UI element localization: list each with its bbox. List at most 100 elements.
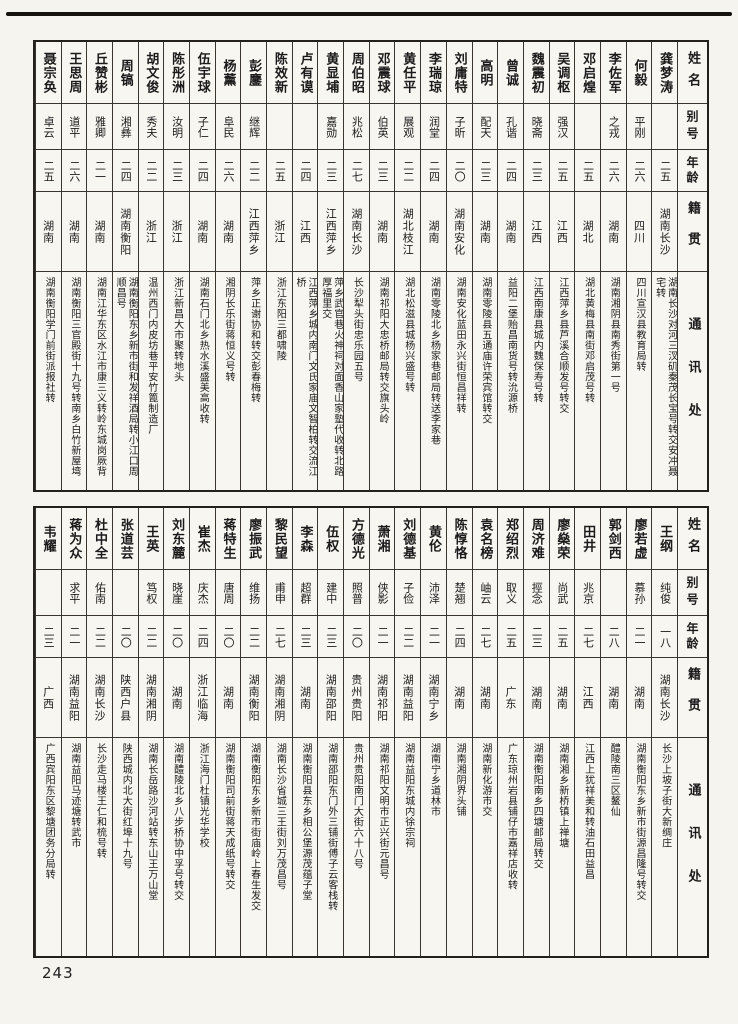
person-age: 二五 [549, 150, 575, 192]
person-alias: 挳念 [523, 570, 549, 616]
person-address: 湖北黄梅县南街邓启茂号转 [582, 277, 594, 403]
person-alias: 笃权 [138, 570, 164, 616]
person-age: 二四 [421, 150, 446, 192]
person-native: 湖南 [498, 192, 523, 272]
person-age: 二七 [344, 150, 369, 192]
person-native: 广西 [35, 658, 61, 738]
person-address: 湖南祁阳大忠桥邮局转交旗头岭 [377, 277, 389, 424]
person-age: 二一 [421, 616, 446, 658]
person-address: 湖南零陵北乡杨家巷邮局转送李家巷 [428, 277, 440, 445]
person-native: 湖南长沙 [652, 192, 677, 272]
person-age: 二六 [215, 150, 241, 192]
person-column-0-0: 龚梦涛 二五 湖南长沙 湖南长沙对河三汊矶秦茂长宝号转交安冲聂宅转 [651, 42, 677, 490]
person-column-1-16: 廖振武 维扬 二二 湖南衡阳 湖南衡阳东乡新市街庙岭上春生发交 [240, 508, 266, 956]
person-native: 江西萍乡 [241, 192, 266, 272]
row-header-age: 年龄 [678, 150, 707, 192]
person-age: 二〇 [164, 616, 189, 658]
person-column-0-11: 邓震球 伯英 二三 湖南 湖南祁阳大忠桥邮局转交旗头岭 [368, 42, 395, 490]
person-address: 温州西门内皮坊巷平安竹篦制造厂 [145, 277, 157, 435]
person-alias: 子俭 [395, 570, 421, 616]
person-column-1-8: 陈惇恪 楚翘 二四 湖南 湖南湘阴界头铺 [445, 508, 472, 956]
person-column-0-21: 周镐 湘彝 二四 湖南衡阳 湖南衡阳东乡新市街和发祥酒局转小江口周顺昌号 [111, 42, 138, 490]
person-alias [35, 570, 61, 616]
person-age: 二一 [369, 616, 395, 658]
person-address: 湖南新化游市交 [479, 743, 491, 817]
person-alias: 庆杰 [189, 570, 215, 616]
person-column-1-2: 郭剑西 二八 湖南 醴陵南三区鳌仙 [599, 508, 626, 956]
person-alias: 嘉勋 [318, 104, 344, 150]
person-alias: 侠影 [369, 570, 395, 616]
person-alias: 展观 [395, 104, 421, 150]
person-age: 二三 [472, 150, 498, 192]
person-column-0-22: 丘赞彬 雅卿 二一 湖南 湖南江华东区水江市康三义转岭东城岗厥背 [86, 42, 112, 490]
person-column-1-21: 张道芸 二〇 陕西户县 陕西城内北大街红埠十九号 [111, 508, 138, 956]
person-address: 萍乡正谢协和转交彭春梅转 [248, 277, 260, 403]
person-alias: 配天 [472, 104, 498, 150]
person-age: 二二 [138, 616, 164, 658]
person-address: 湖南衡阳东乡新市街庙岭上春生发交 [248, 743, 260, 911]
row-header-address: 通讯处 [685, 316, 701, 446]
person-age: 二〇 [215, 616, 241, 658]
person-age: 二五 [35, 150, 61, 192]
person-age: 二二 [241, 150, 266, 192]
person-native: 湖南 [164, 658, 189, 738]
person-native: 湖南 [369, 192, 395, 272]
person-address: 萍乡武官巷火神祠对面香山家塾代收转北路厚福里交 [319, 277, 343, 477]
person-address: 益阳二堡贻昌南货号转沇源桥 [505, 277, 517, 414]
person-native: 湖南祁阳 [369, 658, 395, 738]
person-alias [112, 570, 138, 616]
person-name: 郭剑西 [600, 508, 626, 570]
person-column-1-11: 萧湘 侠影 二一 湖南祁阳 湖南祁阳文明市正兴街元昌号 [368, 508, 395, 956]
person-alias: 取义 [498, 570, 523, 616]
person-address: 浙江东阳三都啸陵 [274, 277, 286, 361]
row-header-age: 年龄 [678, 616, 707, 658]
row-header-column: 姓名 别号 年龄 籍贯 通讯处 [677, 42, 707, 490]
person-name: 张道芸 [112, 508, 138, 570]
person-alias: 晓斋 [523, 104, 549, 150]
person-native: 湖南 [600, 192, 626, 272]
person-native: 贵州贵阳 [344, 658, 369, 738]
person-column-0-12: 周伯昭 兆松 二七 湖南长沙 长沙犁头街忠乐园五号 [343, 42, 369, 490]
person-age: 二〇 [344, 616, 369, 658]
person-native: 江西 [292, 192, 318, 272]
person-address: 湖南安化蓝田永兴街恒昌祥转 [454, 277, 466, 414]
person-native: 浙江 [267, 192, 292, 272]
person-alias: 之戎 [600, 104, 626, 150]
person-name: 刘德基 [395, 508, 421, 570]
person-alias: 照普 [344, 570, 369, 616]
person-age: 二五 [549, 616, 575, 658]
person-address: 广东琼州岩县铺仔市嘉祥店收转 [505, 743, 517, 890]
person-address: 湖南祁阳文明市正兴街元昌号 [377, 743, 389, 880]
person-native: 江西 [575, 658, 600, 738]
person-alias: 超群 [292, 570, 318, 616]
person-alias: 楚翘 [446, 570, 472, 616]
person-name: 黄任平 [395, 42, 421, 104]
person-alias: 甫申 [267, 570, 292, 616]
person-address: 湘阴长乐街蒋恒义号转 [222, 277, 234, 382]
person-address: 湖南湘乡新桥镇上禅塘 [556, 743, 568, 848]
person-age: 二四 [446, 616, 472, 658]
person-native: 湖南长沙 [87, 658, 112, 738]
person-address: 江西萍乡城内南门文氏家庙文智柏转交流江桥 [294, 277, 318, 477]
person-column-0-17: 杨薰 阜民 二六 湖南 湘阴长乐街蒋恒义号转 [214, 42, 241, 490]
person-name: 陈效新 [267, 42, 292, 104]
person-native: 湖南衡阳 [241, 658, 266, 738]
person-name: 高明 [472, 42, 498, 104]
person-alias: 湘彝 [112, 104, 138, 150]
person-native: 湖南 [600, 658, 626, 738]
person-age: 二六 [626, 150, 652, 192]
person-name: 韦耀 [35, 508, 61, 570]
person-address: 湖南江华东区水江市康三义转岭东城岗厥背 [94, 277, 106, 477]
person-name: 萧湘 [369, 508, 395, 570]
person-column-1-19: 刘东麓 晓崖 二〇 湖南 湖南醴陵北乡八步桥协中孚号转交 [163, 508, 189, 956]
person-column-0-9: 李瑞琼 润堂 二四 湖南 湖南零陵北乡杨家巷邮局转送李家巷 [420, 42, 446, 490]
person-address: 湖南醴陵北乡八步桥协中孚号转交 [171, 743, 183, 901]
person-alias: 兆京 [575, 570, 600, 616]
person-name: 邓启煌 [575, 42, 600, 104]
person-address: 江西南康县城内魏保寿号转 [531, 277, 543, 403]
person-column-0-8: 刘庸特 子昕 二〇 湖南安化 湖南安化蓝田永兴街恒昌祥转 [445, 42, 472, 490]
person-age: 二二 [395, 150, 421, 192]
person-column-1-13: 伍权 建中 二三 湖南邵阳 湖南邵阳东门外三铺街傅子云客栈转 [317, 508, 344, 956]
person-alias: 佑南 [87, 570, 112, 616]
person-age: 二三 [369, 150, 395, 192]
